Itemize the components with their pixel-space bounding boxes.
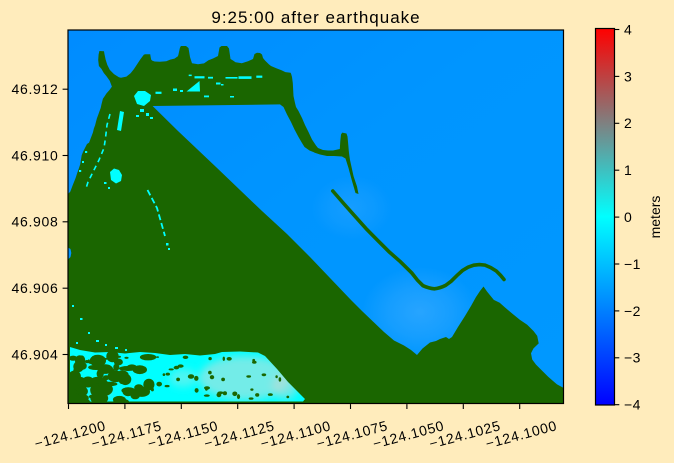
svg-text:−2: −2: [624, 303, 641, 319]
svg-text:3: 3: [624, 68, 632, 84]
svg-text:9:25:00 after earthquake: 9:25:00 after earthquake: [211, 8, 420, 27]
svg-text:46.910: 46.910: [11, 147, 58, 163]
svg-text:2: 2: [624, 115, 632, 131]
svg-text:46.906: 46.906: [11, 280, 58, 296]
svg-text:46.908: 46.908: [11, 214, 58, 230]
svg-text:meters: meters: [647, 196, 663, 239]
svg-text:4: 4: [624, 21, 632, 37]
svg-text:−4: −4: [624, 397, 641, 413]
svg-text:46.912: 46.912: [11, 81, 58, 97]
svg-text:−1: −1: [624, 256, 641, 272]
svg-text:46.904: 46.904: [11, 346, 58, 362]
svg-text:1: 1: [624, 162, 632, 178]
svg-text:−3: −3: [624, 350, 641, 366]
svg-text:0: 0: [624, 209, 632, 225]
